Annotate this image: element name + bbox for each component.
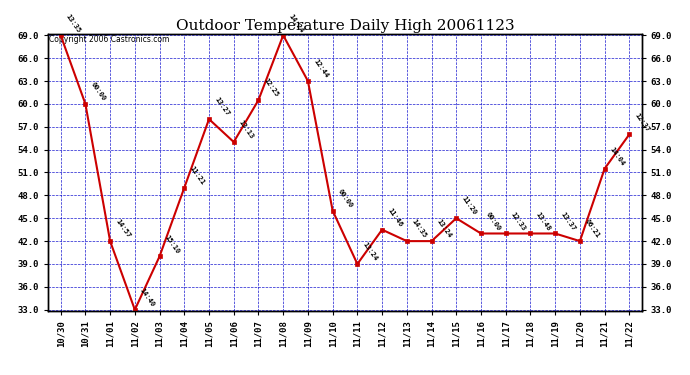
Text: 13:37: 13:37 [560, 211, 576, 232]
Text: 14:35: 14:35 [411, 219, 428, 239]
Text: 06:21: 06:21 [584, 219, 601, 239]
Text: 13:24: 13:24 [362, 242, 379, 262]
Text: 00:00: 00:00 [90, 81, 107, 102]
Text: 00:00: 00:00 [337, 188, 354, 209]
Text: 12:33: 12:33 [510, 211, 527, 232]
Text: 11:21: 11:21 [188, 165, 206, 186]
Text: Copyright 2006 Castronics.com: Copyright 2006 Castronics.com [50, 35, 170, 44]
Text: 12:44: 12:44 [312, 58, 329, 79]
Text: 15:10: 15:10 [164, 234, 181, 255]
Text: 11:20: 11:20 [460, 196, 477, 216]
Text: 13:48: 13:48 [535, 211, 552, 232]
Text: 14:24: 14:24 [287, 13, 304, 33]
Text: 14:04: 14:04 [609, 146, 626, 167]
Text: 13:35: 13:35 [65, 13, 82, 33]
Text: 12:25: 12:25 [263, 78, 279, 98]
Text: 00:00: 00:00 [485, 211, 502, 232]
Text: 11:46: 11:46 [386, 207, 404, 228]
Title: Outdoor Temperature Daily High 20061123: Outdoor Temperature Daily High 20061123 [176, 19, 514, 33]
Text: 13:13: 13:13 [238, 119, 255, 140]
Text: 12:37: 12:37 [633, 112, 651, 133]
Text: 14:57: 14:57 [115, 219, 131, 239]
Text: 13:27: 13:27 [213, 96, 230, 117]
Text: 14:40: 14:40 [139, 287, 156, 308]
Text: 13:24: 13:24 [435, 219, 453, 239]
